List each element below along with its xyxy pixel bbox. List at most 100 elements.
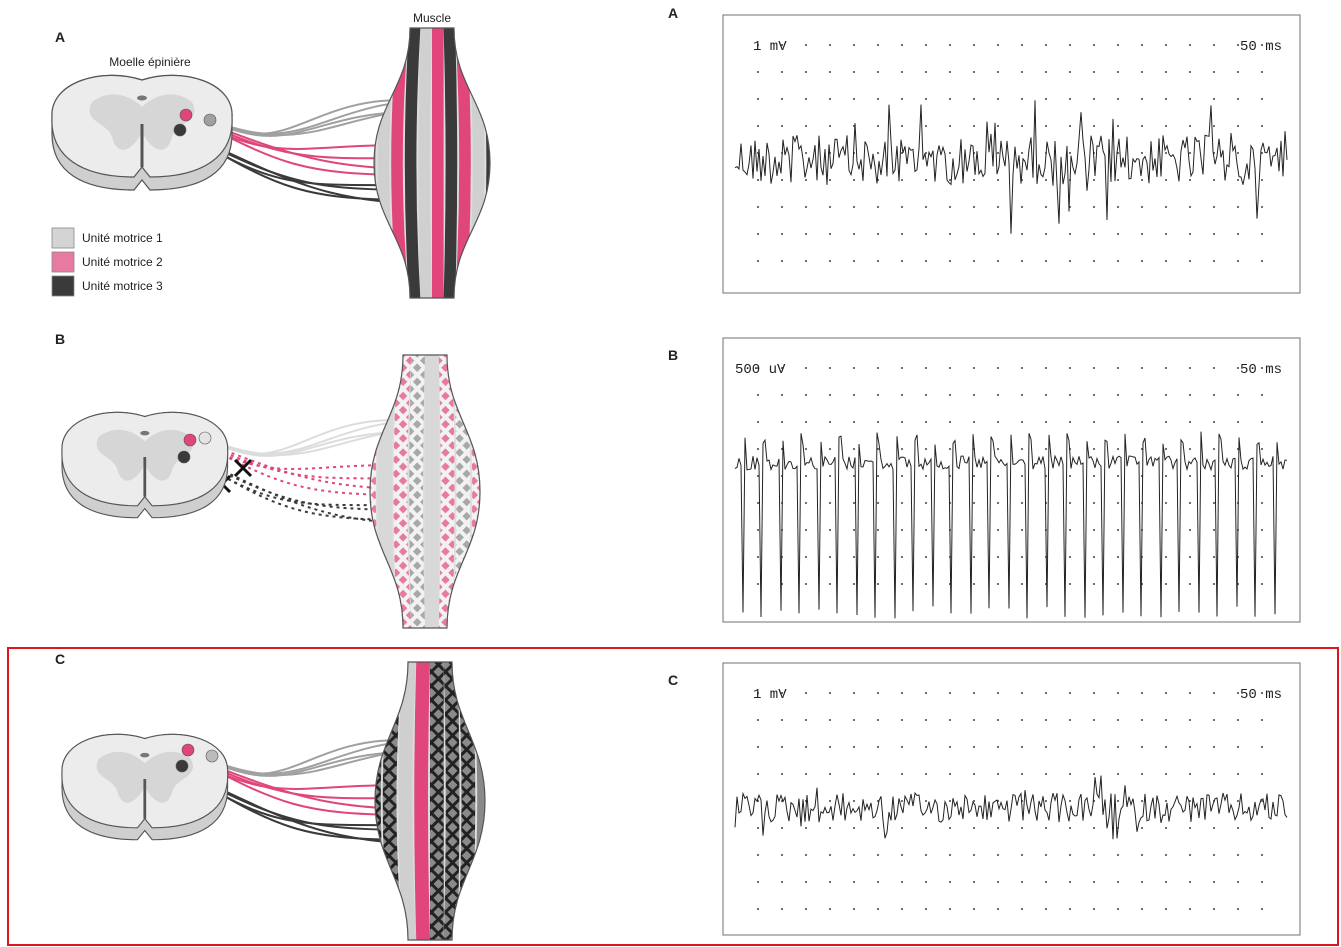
grid-dot bbox=[1189, 529, 1191, 531]
grid-dot bbox=[853, 367, 855, 369]
grid-dot bbox=[781, 746, 783, 748]
grid-dot bbox=[1069, 800, 1071, 802]
grid-dot bbox=[1069, 152, 1071, 154]
grid-dot bbox=[997, 394, 999, 396]
grid-dot bbox=[1189, 421, 1191, 423]
grid-dot bbox=[1021, 394, 1023, 396]
grid-dot bbox=[997, 125, 999, 127]
legend-swatch bbox=[52, 276, 74, 296]
grid-dot bbox=[925, 908, 927, 910]
grid-dot bbox=[1141, 394, 1143, 396]
grid-dot bbox=[997, 773, 999, 775]
grid-dot bbox=[1165, 502, 1167, 504]
grid-dot bbox=[901, 44, 903, 46]
grid-dot bbox=[973, 260, 975, 262]
grid-dot bbox=[1237, 908, 1239, 910]
grid-dot bbox=[925, 394, 927, 396]
grid-dot bbox=[781, 827, 783, 829]
grid-dot bbox=[1213, 179, 1215, 181]
grid-dot bbox=[1141, 125, 1143, 127]
grid-dot bbox=[973, 908, 975, 910]
grid-dot bbox=[1069, 502, 1071, 504]
grid-dot bbox=[1045, 71, 1047, 73]
grid-dot bbox=[829, 448, 831, 450]
grid-dot bbox=[805, 421, 807, 423]
grid-dot bbox=[949, 719, 951, 721]
grid-dot bbox=[1237, 125, 1239, 127]
grid-dot bbox=[853, 421, 855, 423]
grid-dot bbox=[1021, 233, 1023, 235]
grid-dot bbox=[1261, 719, 1263, 721]
grid-dot bbox=[901, 692, 903, 694]
grid-dot bbox=[877, 827, 879, 829]
grid-dot bbox=[973, 719, 975, 721]
grid-dot bbox=[1141, 179, 1143, 181]
grid-dot bbox=[949, 179, 951, 181]
grid-dot bbox=[901, 556, 903, 558]
grid-dot bbox=[877, 502, 879, 504]
grid-dot bbox=[925, 529, 927, 531]
grid-dot bbox=[1237, 692, 1239, 694]
grid-dot bbox=[1021, 448, 1023, 450]
muscle bbox=[364, 28, 498, 298]
grid-dot bbox=[1189, 475, 1191, 477]
amplitude-scale: 500 uV bbox=[735, 362, 786, 378]
spinal-cord bbox=[62, 734, 228, 839]
grid-dot bbox=[925, 719, 927, 721]
grid-dot bbox=[925, 179, 927, 181]
grid-dot bbox=[1189, 908, 1191, 910]
grid-dot bbox=[1141, 152, 1143, 154]
grid-dot bbox=[1213, 98, 1215, 100]
grid-dot bbox=[901, 394, 903, 396]
grid-dot bbox=[829, 179, 831, 181]
grid-dot bbox=[1261, 179, 1263, 181]
grid-dot bbox=[757, 719, 759, 721]
grid-dot bbox=[757, 773, 759, 775]
grid-dot bbox=[1093, 773, 1095, 775]
grid-dot bbox=[1069, 854, 1071, 856]
grid-dot bbox=[1093, 179, 1095, 181]
grid-dot bbox=[853, 881, 855, 883]
grid-dot bbox=[997, 367, 999, 369]
grid-dot bbox=[1261, 260, 1263, 262]
grid-dot bbox=[973, 394, 975, 396]
grid-dot bbox=[829, 475, 831, 477]
grid-dot bbox=[1189, 502, 1191, 504]
grid-dot bbox=[1117, 746, 1119, 748]
muscle bbox=[362, 355, 486, 628]
grid-dot bbox=[1213, 556, 1215, 558]
grid-dot bbox=[829, 583, 831, 585]
grid-dot bbox=[1069, 367, 1071, 369]
grid-dot bbox=[1141, 881, 1143, 883]
panel-label: A bbox=[668, 5, 678, 21]
grid-dot bbox=[1117, 908, 1119, 910]
grid-dot bbox=[1093, 98, 1095, 100]
grid-dot bbox=[1069, 125, 1071, 127]
grid-dot bbox=[1093, 746, 1095, 748]
grid-dot bbox=[877, 719, 879, 721]
grid-dot bbox=[1213, 854, 1215, 856]
grid-dot bbox=[1141, 44, 1143, 46]
motoneuron-body bbox=[199, 432, 211, 444]
panel-label: C bbox=[668, 672, 678, 688]
grid-dot bbox=[1261, 556, 1263, 558]
grid-dot bbox=[1069, 233, 1071, 235]
grid-dot bbox=[1021, 260, 1023, 262]
grid-dot bbox=[1117, 179, 1119, 181]
grid-dot bbox=[1093, 854, 1095, 856]
grid-dot bbox=[757, 421, 759, 423]
grid-dot bbox=[1045, 773, 1047, 775]
grid-dot bbox=[1165, 583, 1167, 585]
grid-dot bbox=[877, 908, 879, 910]
grid-dot bbox=[853, 44, 855, 46]
grid-dot bbox=[1069, 475, 1071, 477]
grid-dot bbox=[829, 394, 831, 396]
grid-dot bbox=[805, 179, 807, 181]
grid-dot bbox=[805, 260, 807, 262]
amplitude-scale: 1 mV bbox=[753, 39, 787, 55]
grid-dot bbox=[829, 125, 831, 127]
grid-dot bbox=[1261, 854, 1263, 856]
grid-dot bbox=[877, 367, 879, 369]
grid-dot bbox=[829, 529, 831, 531]
grid-dot bbox=[757, 881, 759, 883]
